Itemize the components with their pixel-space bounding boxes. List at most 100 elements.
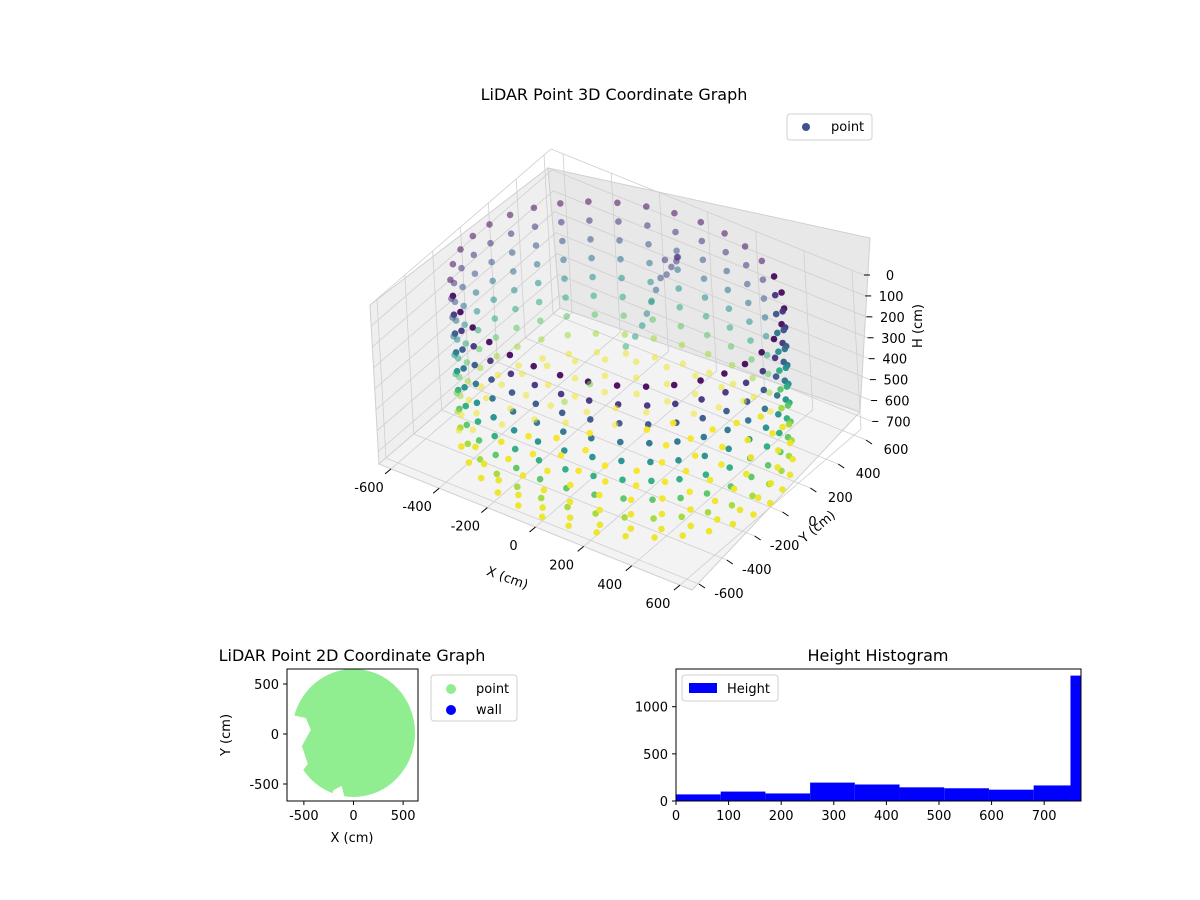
- point-3d: [744, 417, 752, 424]
- plot-3d-title: LiDAR Point 3D Coordinate Graph: [481, 85, 748, 104]
- point-3d: [763, 351, 771, 359]
- point-region-2d: [291, 669, 416, 797]
- point-3d: [506, 351, 514, 359]
- point-3d: [698, 237, 706, 245]
- point-3d: [754, 494, 762, 502]
- point-3d: [663, 271, 670, 278]
- point-3d: [686, 488, 693, 496]
- point-3d: [757, 413, 765, 420]
- point-3d: [627, 510, 635, 518]
- point-3d: [674, 438, 681, 445]
- point-3d: [482, 394, 490, 402]
- point-3d: [744, 280, 751, 288]
- point-3d: [682, 467, 690, 475]
- point-3d: [575, 467, 582, 475]
- point-3d: [571, 374, 579, 382]
- point-3d: [464, 377, 472, 385]
- y-tick-label-hist: 500: [643, 748, 668, 763]
- point-3d: [461, 321, 469, 329]
- point-3d: [473, 410, 480, 417]
- y-tick-label-3d: -400: [742, 563, 772, 578]
- point-3d: [450, 279, 458, 287]
- point-3d: [769, 430, 776, 437]
- grid-line-z: [378, 294, 873, 452]
- point-3d: [729, 520, 737, 528]
- x-tick-mark-3d: [432, 487, 440, 494]
- x-axis-label-2d: X (cm): [331, 831, 374, 846]
- point-3d: [647, 278, 654, 286]
- point-3d: [677, 494, 684, 502]
- point-3d: [642, 383, 650, 391]
- point-3d: [491, 432, 499, 440]
- point-3d: [613, 382, 621, 389]
- point-3d: [759, 276, 767, 284]
- point-3d: [559, 237, 566, 245]
- histogram-frame: [675, 668, 1082, 802]
- point-3d: [647, 458, 654, 466]
- point-3d: [657, 274, 664, 282]
- axes-3d: -600-400-2000200400600-600-400-200020040…: [354, 269, 910, 612]
- legend-label-height: Height: [727, 682, 770, 697]
- point-3d: [561, 275, 568, 283]
- point-3d: [661, 478, 669, 486]
- point-3d: [632, 358, 640, 366]
- point-3d: [590, 472, 597, 480]
- point-3d: [487, 357, 494, 365]
- x-tick-label-3d: 600: [646, 597, 671, 612]
- point-3d: [480, 460, 488, 468]
- point-3d: [783, 383, 791, 390]
- point-3d: [711, 497, 719, 505]
- point-3d: [565, 350, 573, 358]
- point-3d: [774, 329, 781, 337]
- point-3d: [715, 404, 723, 411]
- point-3d: [498, 438, 505, 446]
- point-3d: [726, 324, 734, 331]
- y-tick-label-3d: 200: [828, 491, 853, 506]
- point-3d: [612, 405, 619, 412]
- point-3d: [515, 491, 522, 499]
- height-histogram: Height Histogram 0 100 200 300 400 500 600 7000…: [635, 646, 1082, 824]
- point-3d: [472, 443, 479, 451]
- point-3d: [658, 510, 666, 518]
- point-3d: [562, 466, 569, 473]
- grid-line-z: [370, 169, 866, 327]
- y-tick-mark-3d: [837, 463, 845, 469]
- point-3d: [767, 480, 775, 487]
- point-3d: [759, 367, 767, 375]
- point-3d: [633, 390, 640, 398]
- point-3d: [713, 516, 721, 523]
- point-3d: [571, 392, 579, 400]
- grid-line-x: [631, 250, 814, 567]
- point-3d: [586, 429, 594, 437]
- point-3d: [766, 389, 773, 397]
- point-3d: [462, 402, 470, 410]
- point-3d: [614, 199, 621, 207]
- point-3d: [701, 294, 709, 301]
- grid-line-x: [390, 153, 573, 470]
- point-3d: [471, 270, 479, 278]
- point-3d: [561, 398, 568, 406]
- point-3d: [705, 527, 713, 535]
- point-3d: [489, 277, 497, 285]
- point-3d: [687, 506, 694, 513]
- legend-label-point-3d: point: [831, 120, 864, 135]
- point-3d: [490, 414, 497, 421]
- histogram-bar: [944, 788, 989, 801]
- point-3d: [463, 421, 471, 429]
- point-3d: [746, 318, 753, 326]
- z-tick-label-3d: 600: [885, 395, 910, 410]
- point-3d: [457, 308, 464, 316]
- point-3d: [776, 429, 783, 437]
- point-3d: [771, 354, 779, 362]
- y-tick-mark-3d: [865, 439, 873, 445]
- point-3d: [697, 218, 705, 226]
- point-3d: [477, 474, 485, 482]
- point-3d: [458, 327, 465, 335]
- point-3d: [658, 459, 666, 466]
- histogram-title: Height Histogram: [808, 646, 949, 665]
- x-tick-mark-3d: [529, 526, 536, 533]
- point-3d: [762, 332, 770, 340]
- point-3d: [455, 427, 463, 434]
- gap-region-2d: [329, 786, 346, 801]
- point-3d: [471, 361, 479, 369]
